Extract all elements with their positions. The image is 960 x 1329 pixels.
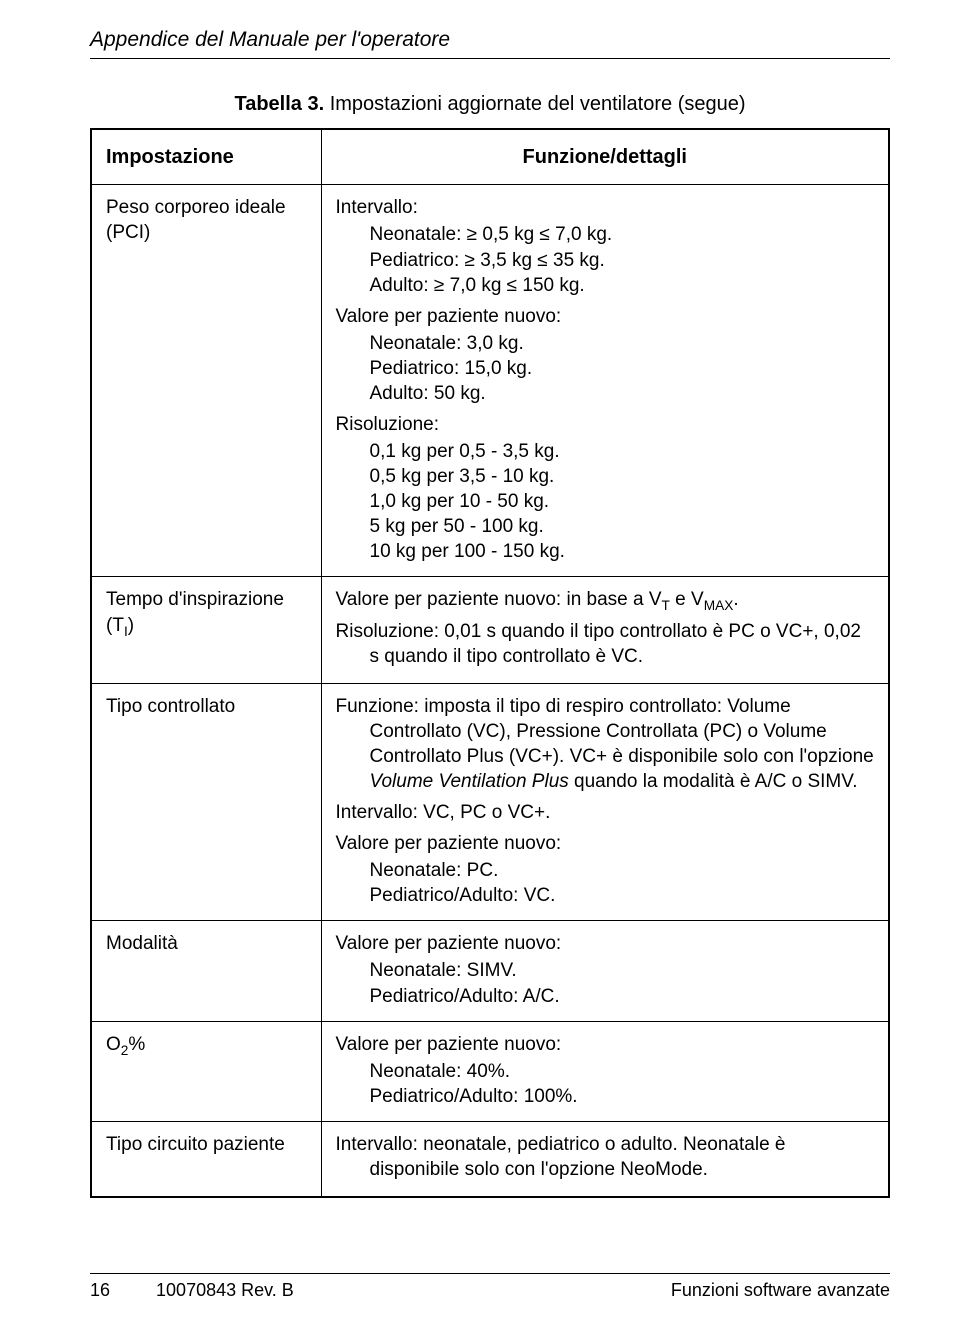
tempo-l1-sub2: MAX	[704, 598, 734, 613]
tempo-line1: Valore per paziente nuovo: in base a VT …	[336, 587, 875, 612]
table-caption: Tabella 3. Impostazioni aggiornate del v…	[90, 93, 890, 116]
pci-intervallo-label: Intervallo:	[336, 195, 875, 220]
tipoctrl-valore-label: Valore per paziente nuovo:	[336, 831, 875, 856]
tempo-line2: Risoluzione: 0,01 s quando il tipo contr…	[336, 619, 875, 669]
pci-risoluzione-line: 10 kg per 100 - 150 kg.	[336, 539, 875, 564]
col-header-funzione: Funzione/dettagli	[321, 129, 889, 185]
o2-valore-line: Neonatale: 40%.	[336, 1059, 875, 1084]
running-header: Appendice del Manuale per l'operatore	[90, 28, 890, 52]
cell-circuito-label: Tipo circuito paziente	[91, 1121, 321, 1197]
modalita-valore-line: Neonatale: SIMV.	[336, 958, 875, 983]
cell-tipoctrl-detail: Funzione: imposta il tipo di respiro con…	[321, 683, 889, 921]
cell-tipoctrl-label: Tipo controllato	[91, 683, 321, 921]
row-pci: Peso corporeo ideale (PCI) Intervallo: N…	[91, 185, 889, 577]
row-tempo: Tempo d'inspirazione (TI) Valore per paz…	[91, 577, 889, 683]
pci-risoluzione-line: 0,1 kg per 0,5 - 3,5 kg.	[336, 439, 875, 464]
o2-valore-line: Pediatrico/Adulto: 100%.	[336, 1084, 875, 1109]
cell-modalita-label: Modalità	[91, 921, 321, 1021]
cell-circuito-detail: Intervallo: neonatale, pediatrico o adul…	[321, 1121, 889, 1197]
cell-pci-detail: Intervallo: Neonatale: ≥ 0,5 kg ≤ 7,0 kg…	[321, 185, 889, 577]
cell-tempo-label: Tempo d'inspirazione (TI)	[91, 577, 321, 683]
footer-row: 16 10070843 Rev. B Funzioni software ava…	[90, 1280, 890, 1301]
tempo-l1-mid: e V	[670, 589, 704, 610]
circuito-text: Intervallo: neonatale, pediatrico o adul…	[336, 1132, 875, 1182]
caption-text: Impostazioni aggiornate del ventilatore …	[330, 93, 746, 115]
pci-valore-line: Pediatrico: 15,0 kg.	[336, 356, 875, 381]
pci-intervallo-line: Neonatale: ≥ 0,5 kg ≤ 7,0 kg.	[336, 222, 875, 247]
tipoctrl-funzione-italic: Volume Ventilation Plus	[370, 771, 569, 792]
cell-tempo-detail: Valore per paziente nuovo: in base a VT …	[321, 577, 889, 683]
row-o2: O2% Valore per paziente nuovo: Neonatale…	[91, 1021, 889, 1121]
pci-risoluzione-line: 1,0 kg per 10 - 50 kg.	[336, 489, 875, 514]
tipoctrl-funzione-post: quando la modalità è A/C o SIMV.	[569, 771, 858, 792]
pci-valore-label: Valore per paziente nuovo:	[336, 304, 875, 329]
row-modalita: Modalità Valore per paziente nuovo: Neon…	[91, 921, 889, 1021]
footer-left: 16 10070843 Rev. B	[90, 1280, 294, 1301]
o2-label-pre: O	[106, 1034, 121, 1055]
pci-risoluzione-line: 0,5 kg per 3,5 - 10 kg.	[336, 464, 875, 489]
footer-rule	[90, 1273, 890, 1274]
footer-section: Funzioni software avanzate	[671, 1280, 890, 1301]
table-header-row: Impostazione Funzione/dettagli	[91, 129, 889, 185]
tempo-l1-pre: Valore per paziente nuovo: in base a V	[336, 589, 662, 610]
o2-valore-label: Valore per paziente nuovo:	[336, 1032, 875, 1057]
tipoctrl-funzione-pre: Funzione: imposta il tipo di respiro con…	[336, 696, 874, 767]
pci-valore-line: Adulto: 50 kg.	[336, 381, 875, 406]
row-circuito: Tipo circuito paziente Intervallo: neona…	[91, 1121, 889, 1197]
modalita-valore-line: Pediatrico/Adulto: A/C.	[336, 984, 875, 1009]
tempo-label-post: )	[128, 615, 134, 636]
tempo-l1-sub1: T	[662, 598, 670, 613]
footer-doc-id: 10070843 Rev. B	[156, 1280, 294, 1301]
cell-modalita-detail: Valore per paziente nuovo: Neonatale: SI…	[321, 921, 889, 1021]
modalita-valore-label: Valore per paziente nuovo:	[336, 931, 875, 956]
cell-o2-label: O2%	[91, 1021, 321, 1121]
pci-intervallo-line: Pediatrico: ≥ 3,5 kg ≤ 35 kg.	[336, 248, 875, 273]
tipoctrl-intervallo: Intervallo: VC, PC o VC+.	[336, 800, 875, 825]
caption-prefix: Tabella 3.	[234, 93, 324, 115]
tipoctrl-valore-line: Pediatrico/Adulto: VC.	[336, 883, 875, 908]
tempo-l1-post: .	[733, 589, 738, 610]
cell-pci-label: Peso corporeo ideale (PCI)	[91, 185, 321, 577]
tipoctrl-funzione: Funzione: imposta il tipo di respiro con…	[336, 694, 875, 794]
pci-valore-line: Neonatale: 3,0 kg.	[336, 331, 875, 356]
header-rule	[90, 58, 890, 59]
footer-page-number: 16	[90, 1280, 110, 1301]
settings-table: Impostazione Funzione/dettagli Peso corp…	[90, 128, 890, 1198]
cell-o2-detail: Valore per paziente nuovo: Neonatale: 40…	[321, 1021, 889, 1121]
page: Appendice del Manuale per l'operatore Ta…	[0, 0, 960, 1329]
row-tipo-controllato: Tipo controllato Funzione: imposta il ti…	[91, 683, 889, 921]
col-header-impostazione: Impostazione	[91, 129, 321, 185]
pci-risoluzione-line: 5 kg per 50 - 100 kg.	[336, 514, 875, 539]
tipoctrl-valore-line: Neonatale: PC.	[336, 858, 875, 883]
o2-label-post: %	[128, 1034, 145, 1055]
pci-risoluzione-label: Risoluzione:	[336, 412, 875, 437]
pci-intervallo-line: Adulto: ≥ 7,0 kg ≤ 150 kg.	[336, 273, 875, 298]
page-footer: 16 10070843 Rev. B Funzioni software ava…	[90, 1273, 890, 1301]
